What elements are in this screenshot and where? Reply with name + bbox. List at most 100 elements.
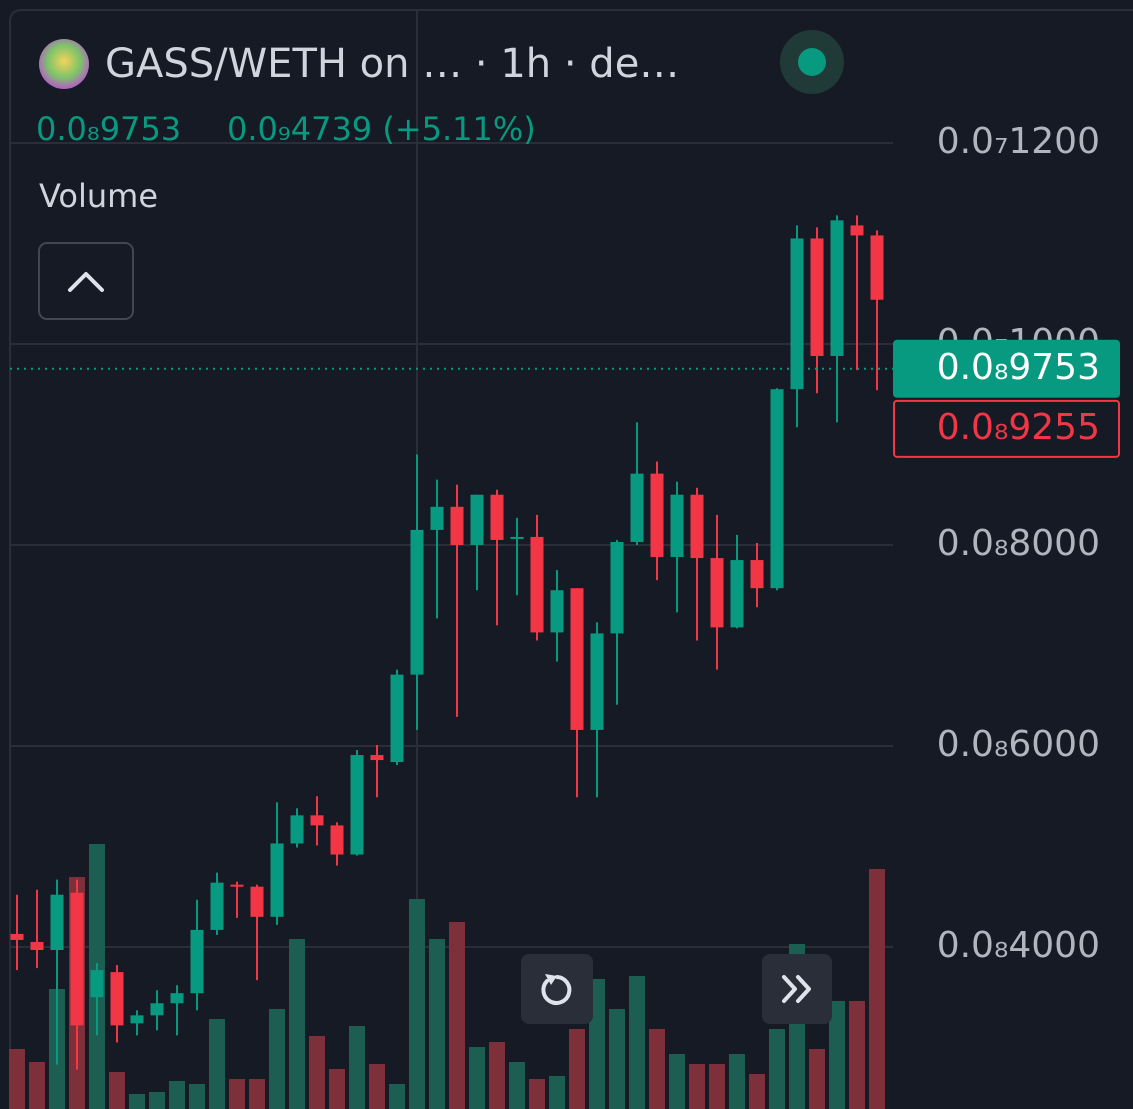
candle-body — [350, 755, 364, 855]
candle-body — [650, 473, 664, 558]
candle-body — [590, 633, 604, 730]
candle-body — [710, 558, 724, 628]
candle-body — [190, 929, 204, 994]
volume-bar — [609, 1009, 625, 1109]
candle-body — [310, 815, 324, 826]
candle-body — [470, 494, 484, 545]
candle-body — [250, 886, 264, 917]
candle-body — [490, 494, 504, 540]
volume-bar — [689, 1064, 705, 1109]
y-tick-label: 0.0₈6000 — [937, 724, 1100, 765]
candle-body — [770, 389, 784, 589]
volume-bar — [529, 1079, 545, 1109]
candle-body — [210, 882, 224, 930]
reset-button[interactable] — [521, 954, 593, 1024]
volume-bars — [9, 844, 885, 1109]
candle-body — [290, 815, 304, 844]
volume-bar — [289, 939, 305, 1109]
volume-bar — [209, 1019, 225, 1109]
volume-bar — [769, 1029, 785, 1109]
volume-bar — [569, 1029, 585, 1109]
volume-bar — [709, 1064, 725, 1109]
candle-body — [230, 884, 244, 887]
close-tag-label: 0.0₈9255 — [937, 407, 1100, 448]
volume-bar — [849, 1001, 865, 1109]
header-change: 0.0₉4739 (+5.11%) — [227, 110, 536, 148]
candle-body — [690, 494, 704, 559]
candle-body — [730, 560, 744, 628]
candle-body — [110, 972, 124, 1026]
candles — [10, 215, 884, 1070]
panel-border — [9, 9, 1133, 1109]
candle-body — [370, 755, 384, 761]
candle-body — [410, 529, 424, 675]
volume-bar — [649, 1029, 665, 1109]
volume-bar — [409, 899, 425, 1109]
y-tick-label: 0.0₈4000 — [937, 925, 1100, 966]
volume-bar — [229, 1079, 245, 1109]
volume-bar — [429, 939, 445, 1109]
volume-bar — [129, 1094, 145, 1109]
token-icon — [39, 39, 89, 89]
volume-bar — [349, 1026, 365, 1109]
candle-body — [790, 238, 804, 390]
candle-body — [270, 843, 284, 917]
candle-body — [530, 536, 544, 633]
reset-icon — [541, 975, 572, 1005]
volume-bar — [549, 1076, 565, 1109]
last-price-label: 0.0₈9753 — [937, 347, 1100, 388]
volume-bar — [309, 1036, 325, 1109]
volume-bar — [329, 1069, 345, 1109]
candle-body — [90, 970, 104, 998]
candle-body — [550, 590, 564, 633]
candle-body — [30, 941, 44, 951]
volume-bar — [629, 976, 645, 1109]
volume-bar — [469, 1047, 485, 1109]
candle-body — [10, 933, 24, 940]
volume-bar — [509, 1062, 525, 1109]
candle-body — [430, 506, 444, 530]
candle-body — [830, 220, 844, 357]
candle-body — [850, 225, 864, 236]
y-tick-label: 0.0₇1200 — [937, 121, 1100, 162]
volume-bar — [729, 1054, 745, 1109]
volume-bar — [749, 1074, 765, 1109]
candle-body — [870, 235, 884, 300]
candle-body — [330, 825, 344, 855]
volume-bar — [389, 1084, 405, 1109]
header-price: 0.0₈9753 — [36, 110, 181, 148]
candle-body — [510, 536, 524, 539]
last-price-tag — [893, 339, 1120, 398]
candle-body — [750, 560, 764, 589]
candle-body — [70, 892, 84, 1026]
chart-title: GASS/WETH on … · 1h · de… — [105, 41, 679, 87]
status-dot — [798, 48, 826, 76]
volume-bar — [869, 869, 885, 1109]
volume-bar — [489, 1042, 505, 1109]
volume-bar — [669, 1054, 685, 1109]
chevron-icon — [68, 272, 104, 292]
candle-body — [170, 993, 184, 1004]
volume-bar — [809, 1049, 825, 1109]
volume-bar — [29, 1062, 45, 1109]
collapse-button[interactable] — [38, 242, 134, 320]
volume-bar — [149, 1092, 165, 1109]
candle-body — [150, 1003, 164, 1016]
candle-body — [130, 1015, 144, 1024]
volume-bar — [9, 1049, 25, 1109]
close-tag — [893, 399, 1120, 458]
volume-bar — [109, 1072, 125, 1109]
volume-bar — [189, 1084, 205, 1109]
volume-bar — [249, 1079, 265, 1109]
candle-body — [390, 674, 404, 763]
volume-bar — [269, 1009, 285, 1109]
volume-bar — [449, 922, 465, 1109]
candle-body — [450, 506, 464, 545]
candle-body — [670, 494, 684, 558]
candle-body — [50, 894, 64, 951]
candle-body — [630, 473, 644, 542]
candle-body — [610, 541, 624, 634]
reset-icon-head — [545, 974, 557, 985]
